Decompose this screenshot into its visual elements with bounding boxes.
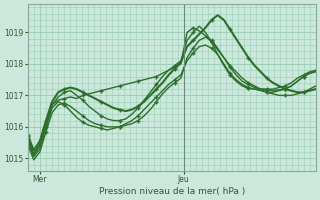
X-axis label: Pression niveau de la mer( hPa ): Pression niveau de la mer( hPa ): [99, 187, 245, 196]
